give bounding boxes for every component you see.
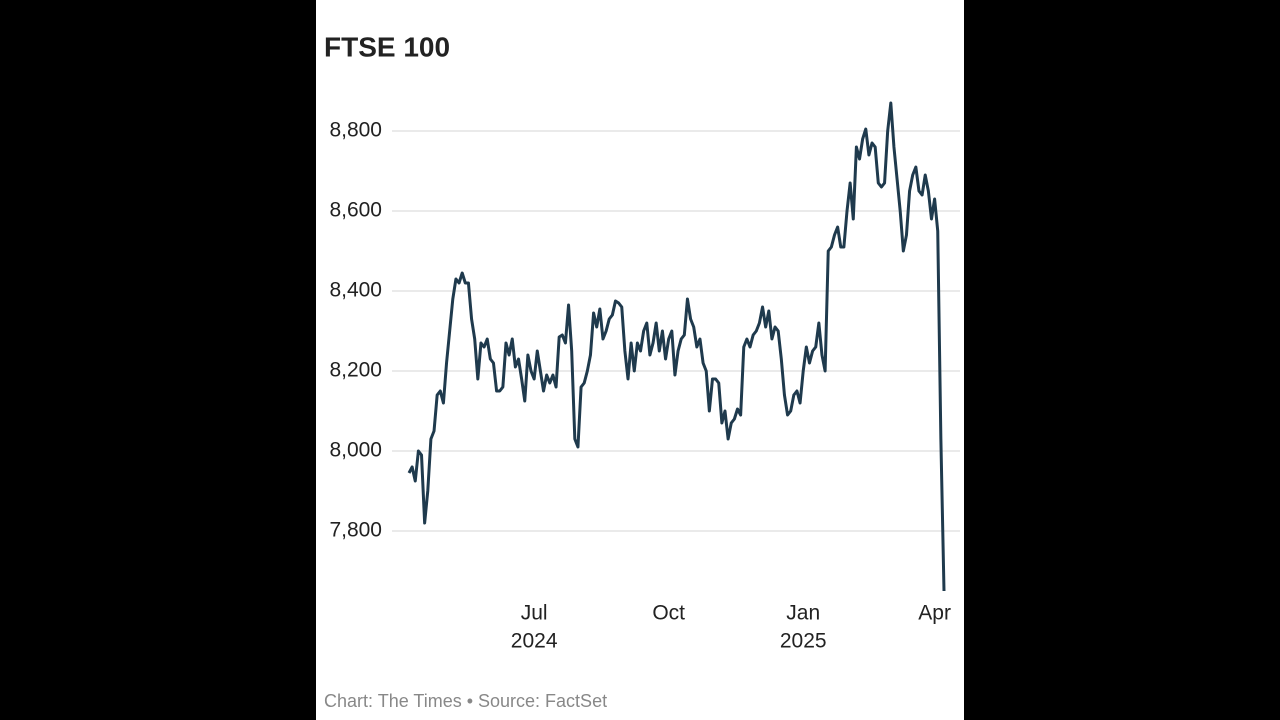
chart-panel bbox=[316, 0, 964, 720]
x-tick-label: 2024 bbox=[511, 630, 558, 653]
y-tick-label: 8,000 bbox=[329, 439, 382, 462]
y-tick-label: 8,600 bbox=[329, 199, 382, 222]
y-tick-label: 8,200 bbox=[329, 359, 382, 382]
price-line bbox=[407, 101, 946, 592]
chart-title: FTSE 100 bbox=[324, 31, 450, 62]
x-tick-label: Apr bbox=[918, 602, 951, 625]
y-tick-label: 7,800 bbox=[329, 519, 382, 542]
x-tick-label: Oct bbox=[652, 602, 685, 625]
x-tick-label: Jul bbox=[521, 602, 548, 625]
chart-footer: Chart: The Times • Source: FactSet bbox=[324, 691, 607, 711]
y-tick-label: 8,800 bbox=[329, 119, 382, 142]
x-tick-label: Jan bbox=[786, 602, 820, 625]
x-tick-label: 2025 bbox=[780, 630, 827, 653]
y-tick-label: 8,400 bbox=[329, 279, 382, 302]
